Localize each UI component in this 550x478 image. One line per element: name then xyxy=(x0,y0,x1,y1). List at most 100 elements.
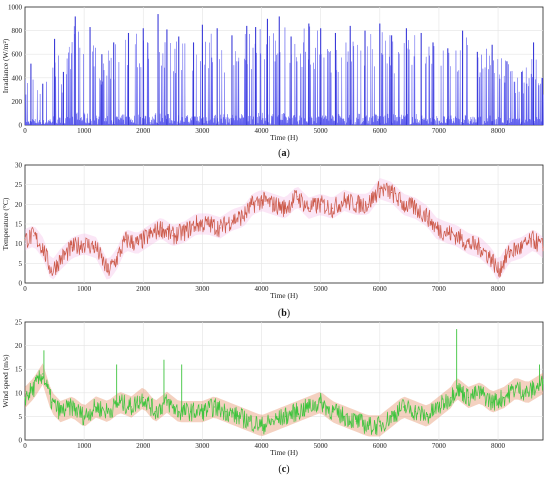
data-point xyxy=(51,401,53,403)
y-tick-label: 0 xyxy=(19,280,23,288)
data-point xyxy=(160,227,162,229)
x-tick-label: 0 xyxy=(23,285,27,293)
data-point xyxy=(367,425,369,427)
data-point xyxy=(95,406,97,408)
data-point xyxy=(260,199,263,201)
data-point xyxy=(237,415,239,417)
data-point xyxy=(391,415,393,417)
caption-b: (b) xyxy=(278,308,290,319)
data-point xyxy=(83,243,85,245)
y-tick-label: 0 xyxy=(19,122,23,130)
data-point xyxy=(426,415,428,417)
ylabel-c: Wind speed (m/s) xyxy=(1,354,10,408)
data-point xyxy=(343,415,345,417)
data-point xyxy=(24,396,26,399)
data-point xyxy=(479,392,481,394)
y-tick-label: 0 xyxy=(19,437,23,445)
data-point xyxy=(184,231,186,233)
x-tick-label: 0 xyxy=(23,127,27,135)
x-tick-label: 1000 xyxy=(77,285,92,293)
data-point xyxy=(497,270,499,272)
x-tick-label: 5000 xyxy=(314,442,329,450)
data-point xyxy=(272,420,274,422)
data-point xyxy=(467,243,470,245)
data-point xyxy=(207,223,209,225)
x-tick-label: 7000 xyxy=(432,285,447,293)
data-point xyxy=(51,270,53,272)
x-tick-label: 2000 xyxy=(136,442,151,450)
data-point xyxy=(130,406,133,408)
data-point xyxy=(201,411,203,413)
data-point xyxy=(438,406,440,408)
data-point xyxy=(284,207,286,209)
data-point xyxy=(107,411,109,413)
x-tick-label: 0 xyxy=(23,442,27,450)
data-point xyxy=(296,411,298,413)
data-point xyxy=(414,411,416,413)
y-tick-label: 5 xyxy=(19,413,23,421)
data-point xyxy=(189,411,192,413)
x-tick-label: 4000 xyxy=(255,127,270,135)
data-point xyxy=(225,411,227,413)
series-line xyxy=(24,370,544,436)
data-point xyxy=(331,411,334,413)
data-point xyxy=(367,203,369,205)
data-point xyxy=(83,415,85,417)
x-tick-label: 6000 xyxy=(373,442,388,450)
x-tick-label: 2000 xyxy=(136,127,151,135)
data-point xyxy=(172,235,174,237)
data-point xyxy=(71,406,73,408)
data-point xyxy=(320,203,322,205)
data-point xyxy=(331,207,334,209)
data-point xyxy=(527,392,529,394)
y-tick-label: 800 xyxy=(12,27,23,35)
data-point xyxy=(355,203,357,205)
data-point xyxy=(154,411,156,413)
xlabel-c: Time (H) xyxy=(270,448,298,457)
data-point xyxy=(391,191,393,194)
x-tick-label: 7000 xyxy=(432,442,447,450)
data-point xyxy=(467,396,470,399)
data-point xyxy=(515,387,517,389)
caption-b-letter: b xyxy=(281,308,287,319)
data-point xyxy=(59,258,62,260)
data-point xyxy=(195,223,198,225)
x-tick-label: 3000 xyxy=(195,442,210,450)
xlabel-b: Time (H) xyxy=(270,291,298,300)
data-point xyxy=(42,373,44,375)
x-tick-label: 3000 xyxy=(195,127,210,135)
data-point xyxy=(166,401,168,403)
data-point xyxy=(426,215,428,217)
y-tick-label: 20 xyxy=(15,201,23,209)
data-point xyxy=(491,258,493,260)
data-point xyxy=(24,239,26,241)
data-point xyxy=(136,243,138,245)
y-tick-label: 20 xyxy=(15,342,23,350)
data-point xyxy=(479,247,481,249)
y-tick-label: 25 xyxy=(15,319,23,327)
data-point xyxy=(252,203,254,205)
data-point xyxy=(509,250,511,253)
data-point xyxy=(308,406,310,408)
x-tick-label: 8000 xyxy=(491,285,506,293)
data-point xyxy=(59,411,62,413)
data-point xyxy=(284,415,286,417)
data-point xyxy=(450,396,452,399)
caption-a-letter: a xyxy=(282,148,287,159)
y-tick-label: 10 xyxy=(15,389,23,397)
data-point xyxy=(379,425,381,427)
data-point xyxy=(355,420,357,422)
data-point xyxy=(542,382,544,384)
irradiance-area xyxy=(24,16,544,126)
panel-b-temperature: 0 1000 2000 3000 4000 5000 6000 7000 8000 0 5 10 15 2… xyxy=(1,162,544,319)
data-point xyxy=(521,247,523,249)
y-tick-label: 30 xyxy=(15,162,23,170)
x-tick-label: 4000 xyxy=(255,442,270,450)
y-tick-label: 1000 xyxy=(8,4,23,12)
data-point xyxy=(444,231,446,233)
data-point xyxy=(414,207,416,209)
data-point xyxy=(503,396,505,399)
data-point xyxy=(320,401,322,403)
series-line xyxy=(24,181,544,278)
data-point xyxy=(402,406,405,408)
